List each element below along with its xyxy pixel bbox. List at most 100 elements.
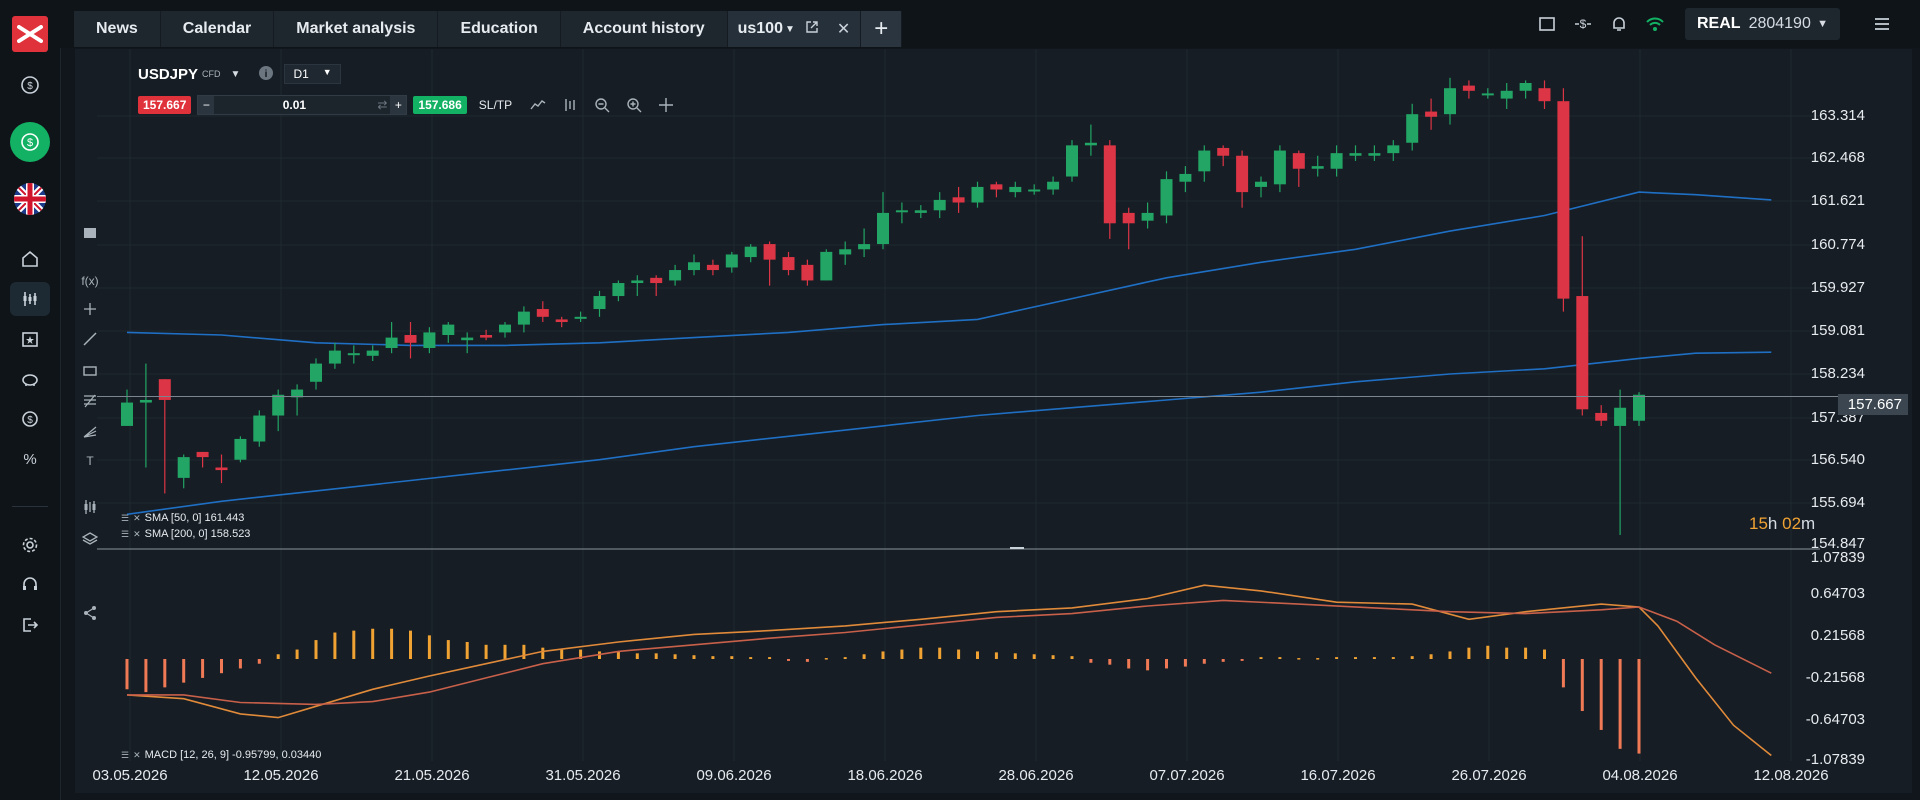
macd-histogram-bar: [257, 659, 261, 664]
volume-reset-icon[interactable]: ⇄: [377, 98, 388, 112]
sell-price-button[interactable]: 157.667: [138, 96, 192, 114]
macd-histogram-bar: [1524, 647, 1528, 659]
settings-gear-icon[interactable]: [10, 528, 50, 562]
tab-news[interactable]: News: [74, 11, 161, 47]
close-icon[interactable]: ✕: [133, 528, 141, 539]
sma200-legend[interactable]: ☰ ✕ SMA [200, 0] 158.523: [121, 528, 250, 540]
chart-type-icon[interactable]: [80, 497, 100, 517]
close-icon[interactable]: ✕: [133, 512, 141, 523]
candle-bull: [1160, 179, 1173, 216]
macd-histogram-bar: [843, 657, 847, 659]
sma50-legend[interactable]: ☰ ✕ SMA [50, 0] 161.443: [121, 512, 244, 524]
date-tick: 21.05.2026: [394, 767, 470, 784]
macd-histogram-bar: [522, 644, 526, 659]
candle-bear: [650, 277, 663, 284]
macd-histogram-bar: [1372, 657, 1376, 659]
info-icon[interactable]: i: [258, 65, 274, 84]
tab-calendar[interactable]: Calendar: [160, 11, 275, 47]
macd-histogram-bar: [1070, 656, 1074, 659]
pitchfork-icon[interactable]: [80, 421, 100, 441]
buy-price-button[interactable]: 157.686: [413, 96, 467, 114]
popout-icon[interactable]: [805, 20, 819, 39]
line-chart-icon[interactable]: [528, 95, 548, 115]
pan-move-icon[interactable]: [656, 95, 676, 115]
settings-list-icon[interactable]: ☰: [121, 528, 130, 539]
tab-market-analysis[interactable]: Market analysis: [274, 11, 439, 47]
candle-bull: [1519, 83, 1532, 91]
share-icon[interactable]: [80, 603, 100, 623]
text-tool-icon[interactable]: T: [86, 454, 94, 468]
layers-icon[interactable]: [80, 529, 100, 549]
candle-bear: [952, 197, 965, 203]
macd-histogram-bar: [1316, 658, 1320, 660]
candle-bull: [593, 296, 606, 310]
close-icon[interactable]: ✕: [836, 21, 851, 38]
date-tick: 09.06.2026: [696, 767, 772, 784]
tab-account-history[interactable]: Account history: [560, 11, 728, 47]
settings-list-icon[interactable]: ☰: [121, 512, 130, 523]
countdown-minutes-unit: m: [1801, 514, 1816, 533]
trendline-icon[interactable]: [80, 329, 100, 349]
volume-input[interactable]: 0.01: [282, 98, 307, 112]
price-tick: 155.694: [1810, 494, 1865, 511]
macd-histogram-bar: [541, 647, 545, 659]
candle-bull: [1009, 186, 1022, 193]
candle-bull: [310, 363, 322, 382]
function-icon[interactable]: f(x): [81, 274, 99, 288]
svg-text:%: %: [23, 451, 36, 468]
sma50-legend-label: SMA [50, 0] 161.443: [144, 512, 245, 524]
logout-icon[interactable]: [10, 608, 50, 642]
account-selector[interactable]: REAL 2804190 ▼: [1685, 8, 1840, 40]
macd-histogram-bar: [1278, 657, 1282, 659]
price-tick: 154.847: [1810, 535, 1865, 552]
settings-list-icon[interactable]: ☰: [121, 749, 130, 760]
add-tab-button[interactable]: +: [861, 11, 903, 47]
percent-icon[interactable]: %: [10, 442, 50, 476]
instrument-symbol[interactable]: USDJPY: [138, 65, 199, 83]
macd-histogram-bar: [824, 658, 828, 660]
zoom-in-icon[interactable]: [624, 95, 644, 115]
home-icon[interactable]: [10, 242, 50, 276]
currency-convert-icon[interactable]: $: [1565, 6, 1601, 42]
volume-stepper[interactable]: − 0.01 ⇄ +: [197, 95, 408, 115]
sltp-button[interactable]: SL/TP: [478, 98, 513, 112]
chevron-down-icon[interactable]: ▼: [230, 68, 241, 80]
fullscreen-icon[interactable]: [1529, 6, 1565, 42]
price-tick: 158.234: [1810, 365, 1865, 382]
uk-flag-icon[interactable]: [14, 183, 46, 215]
tab-education[interactable]: Education: [438, 11, 561, 47]
menu-hamburger-icon[interactable]: [1862, 6, 1902, 42]
brand-logo-icon[interactable]: [12, 16, 48, 52]
indicators-icon[interactable]: [560, 95, 580, 115]
notifications-bell-icon[interactable]: [1601, 6, 1637, 42]
support-headset-icon[interactable]: [10, 568, 50, 602]
macd-histogram-bar: [635, 653, 639, 659]
macd-histogram-bar: [692, 655, 696, 659]
timeframe-select[interactable]: D1 ▼: [284, 64, 341, 84]
currency-exchange-icon[interactable]: $: [10, 402, 50, 436]
candle-bull: [1141, 212, 1154, 221]
rectangle-icon[interactable]: [80, 361, 100, 381]
deposit-button[interactable]: $: [10, 122, 50, 162]
candle-bear: [1462, 85, 1475, 91]
zoom-out-icon[interactable]: [592, 95, 612, 115]
close-icon[interactable]: ✕: [133, 749, 141, 760]
dollar-circle-icon[interactable]: $: [10, 68, 50, 102]
screenshot-icon[interactable]: [80, 223, 100, 243]
symbol-tab-label: us100: [737, 20, 783, 37]
calendar-star-icon[interactable]: [10, 322, 50, 356]
crosshair-icon[interactable]: [80, 299, 100, 319]
macd-legend[interactable]: ☰ ✕ MACD [12, 26, 9] -0.95799, 0.03440: [121, 749, 321, 761]
volume-increase-button[interactable]: +: [390, 96, 407, 114]
chart-panel[interactable]: USDJPY CFD ▼ i D1 ▼ 157.667 − 0.01 ⇄ + 1…: [75, 49, 1912, 793]
chevron-down-icon[interactable]: ▼: [784, 23, 795, 35]
chart-canvas[interactable]: [75, 49, 1912, 793]
macd-histogram-bar: [125, 659, 129, 690]
tab-symbol-us100[interactable]: us100 ▼ ✕: [727, 11, 862, 47]
piggy-bank-icon[interactable]: [10, 362, 50, 396]
charts-icon[interactable]: [10, 282, 50, 316]
volume-decrease-button[interactable]: −: [198, 96, 215, 114]
macd-histogram-bar: [560, 649, 564, 659]
fibonacci-icon[interactable]: [80, 391, 100, 411]
sma200-line: [126, 351, 1772, 516]
